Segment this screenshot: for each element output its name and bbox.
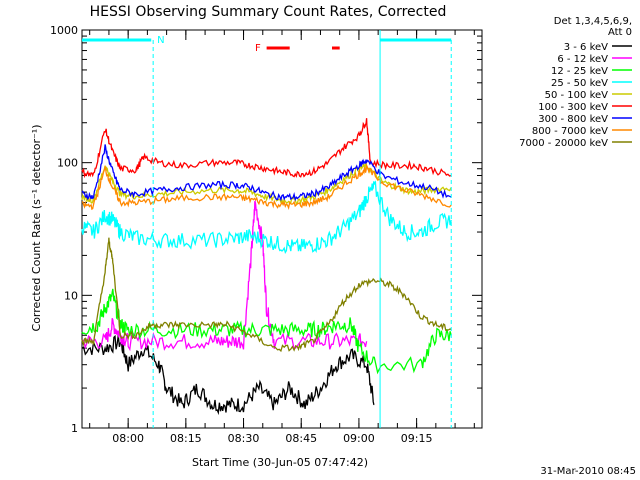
legend-entry-label: 25 - 50 keV	[551, 78, 608, 89]
x-tick-label: 08:00	[112, 432, 144, 445]
legend-header: Det 1,3,4,5,6,9,	[554, 16, 632, 27]
x-axis-label: Start Time (30-Jun-05 07:47:42)	[192, 456, 368, 469]
legend-entry-label: 7000 - 20000 keV	[519, 138, 608, 149]
legend-entry-label: 300 - 800 keV	[538, 114, 608, 125]
x-tick-label: 08:30	[228, 432, 260, 445]
y-tick-label: 100	[57, 157, 78, 170]
legend-entry-label: 50 - 100 keV	[545, 90, 609, 101]
y-tick-label: 1000	[50, 24, 78, 37]
legend-header: Att 0	[608, 27, 632, 38]
series-line	[81, 118, 452, 179]
series-line	[81, 180, 452, 255]
legend-entry-label: 100 - 300 keV	[538, 102, 608, 113]
annotations: NF	[82, 30, 452, 428]
series-lines	[81, 118, 452, 416]
y-tick-label: 10	[64, 289, 78, 302]
series-line	[81, 144, 452, 202]
legend-entry-label: 12 - 25 keV	[551, 66, 608, 77]
night-label: N	[157, 35, 164, 46]
legend-entry-label: 3 - 6 keV	[564, 42, 608, 53]
footer-date: 31-Mar-2010 08:45	[540, 466, 636, 477]
x-tick-label: 09:00	[343, 432, 375, 445]
legend-entry-label: 6 - 12 keV	[557, 54, 608, 65]
legend-entry-label: 800 - 7000 keV	[532, 126, 608, 137]
series-line	[81, 334, 375, 416]
y-tick-label: 1	[71, 422, 78, 435]
series-line	[81, 288, 452, 375]
x-tick-label: 08:15	[170, 432, 202, 445]
chart-title: HESSI Observing Summary Count Rates, Cor…	[90, 4, 447, 20]
flare-label: F	[255, 43, 261, 54]
series-line	[81, 163, 452, 211]
x-tick-label: 08:45	[285, 432, 317, 445]
y-axis-label: Corrected Count Rate (s⁻¹ detector⁻¹)	[30, 125, 43, 332]
plot-area: 1 10 100 1000 08:00 08:15 08:30 08:45 09:00 09:15	[50, 24, 483, 445]
x-tick-label: 09:15	[401, 432, 433, 445]
series-line	[81, 237, 452, 353]
